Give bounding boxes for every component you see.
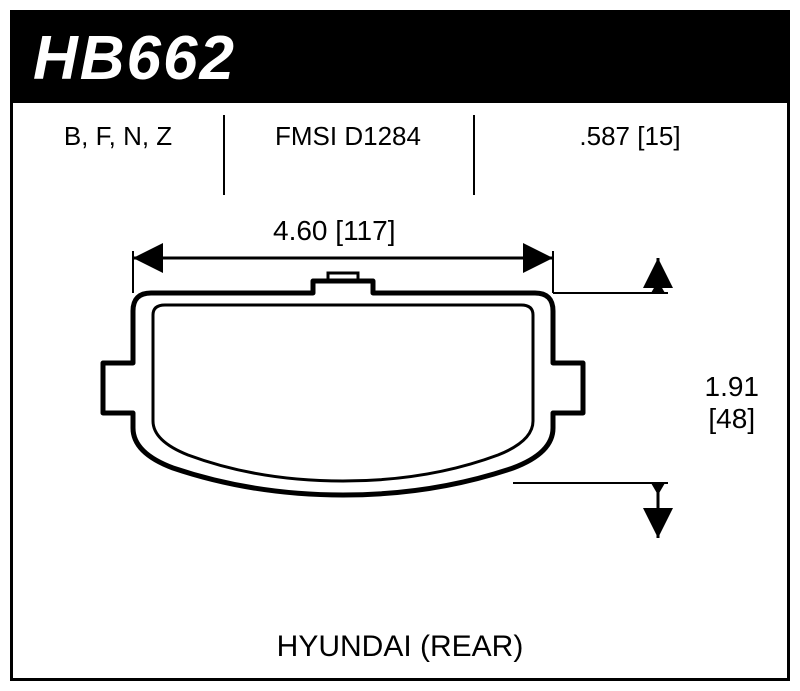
height-arrowhead-top xyxy=(651,281,665,293)
divider-1 xyxy=(223,115,225,195)
width-label: 4.60 [117] xyxy=(273,215,395,247)
height-label: 1.91 [48] xyxy=(705,371,760,435)
part-number: HB662 xyxy=(33,23,236,94)
header-bar: HB662 xyxy=(13,13,787,103)
height-mm: 48 xyxy=(716,403,747,434)
width-mm: 117 xyxy=(343,215,388,246)
height-arrowhead-bot xyxy=(651,483,665,495)
height-in: 1.91 xyxy=(705,371,760,402)
diagram-area: 4.60 [117] 1.91 [48] xyxy=(13,203,787,633)
thickness-in: .587 xyxy=(579,121,630,151)
application-label: HYUNDAI (REAR) xyxy=(13,630,787,664)
spec-row: B, F, N, Z FMSI D1284 .587 [15] xyxy=(13,103,787,203)
thickness-cell: .587 [15] xyxy=(473,121,787,152)
fmsi-cell: FMSI D1284 xyxy=(223,121,473,152)
divider-2 xyxy=(473,115,475,195)
width-in: 4.60 xyxy=(273,215,328,246)
compounds-cell: B, F, N, Z xyxy=(13,121,223,152)
spec-sheet-frame: HB662 B, F, N, Z FMSI D1284 .587 [15] xyxy=(10,10,790,681)
thickness-mm: 15 xyxy=(644,121,673,151)
pad-diagram xyxy=(13,203,793,633)
pad-outline xyxy=(103,281,583,495)
